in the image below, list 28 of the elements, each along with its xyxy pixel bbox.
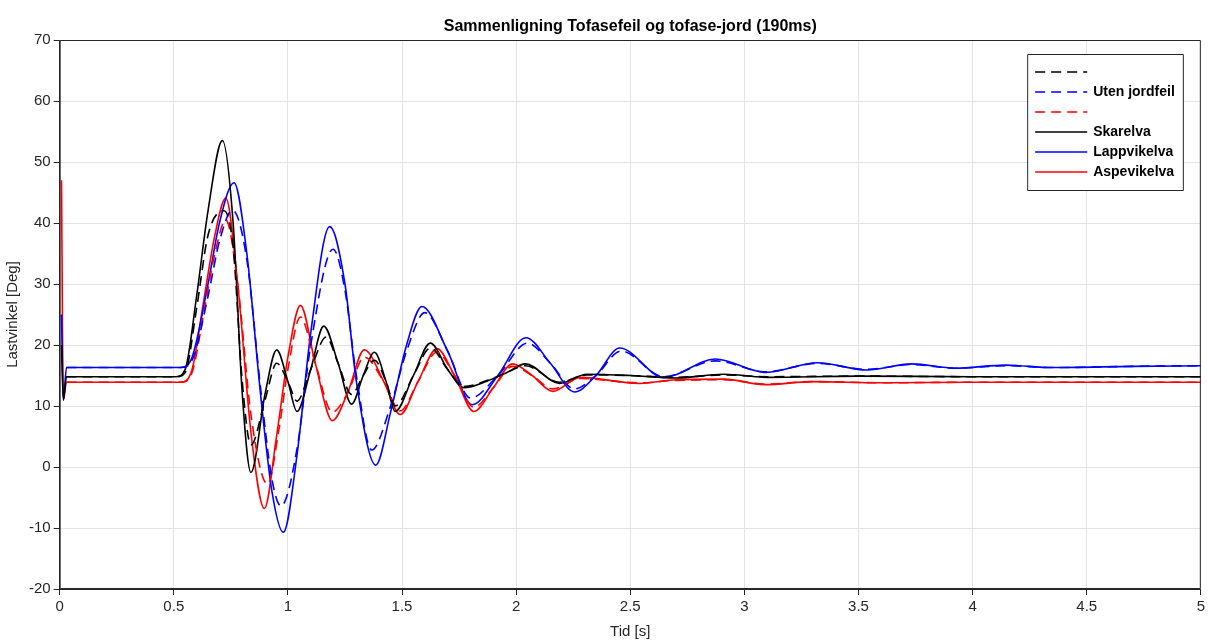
y-tick-label: 20 xyxy=(33,335,51,353)
y-tick-label: -10 xyxy=(28,518,51,536)
x-tick-label: 0 xyxy=(55,597,64,615)
x-tick-label: 4.5 xyxy=(1076,597,1098,615)
y-tick-label: 60 xyxy=(33,91,51,109)
legend-label: Uten jordfeil xyxy=(1093,82,1175,99)
x-tick-label: 4 xyxy=(968,597,977,615)
x-tick-label: 3.5 xyxy=(848,597,869,615)
y-tick-label: 30 xyxy=(33,274,51,292)
y-tick-label: 10 xyxy=(33,396,51,414)
y-axis-title: Lastvinkel [Deg] xyxy=(3,261,21,368)
legend-label: Aspevikelva xyxy=(1093,162,1175,179)
x-axis-title: Tid [s] xyxy=(610,622,651,640)
y-tick-label: 40 xyxy=(33,213,51,231)
x-tick-label: 5 xyxy=(1196,597,1205,615)
legend-label: Skarelva xyxy=(1093,122,1151,139)
y-tick-label: -20 xyxy=(28,579,51,597)
legend-label: Lappvikelva xyxy=(1093,142,1174,159)
x-tick-label: 2.5 xyxy=(619,597,641,615)
x-tick-label: 2 xyxy=(511,597,521,615)
y-tick-label: 70 xyxy=(33,30,51,48)
x-tick-label: 1.5 xyxy=(391,597,413,615)
chart-title: Sammenligning Tofasefeil og tofase-jord (190ms) xyxy=(443,17,817,35)
x-tick-label: 0.5 xyxy=(163,597,185,615)
x-tick-label: 1 xyxy=(283,597,293,615)
x-tick-label: 3 xyxy=(740,597,749,615)
y-tick-label: 0 xyxy=(42,457,51,475)
y-tick-label: 50 xyxy=(33,152,51,170)
